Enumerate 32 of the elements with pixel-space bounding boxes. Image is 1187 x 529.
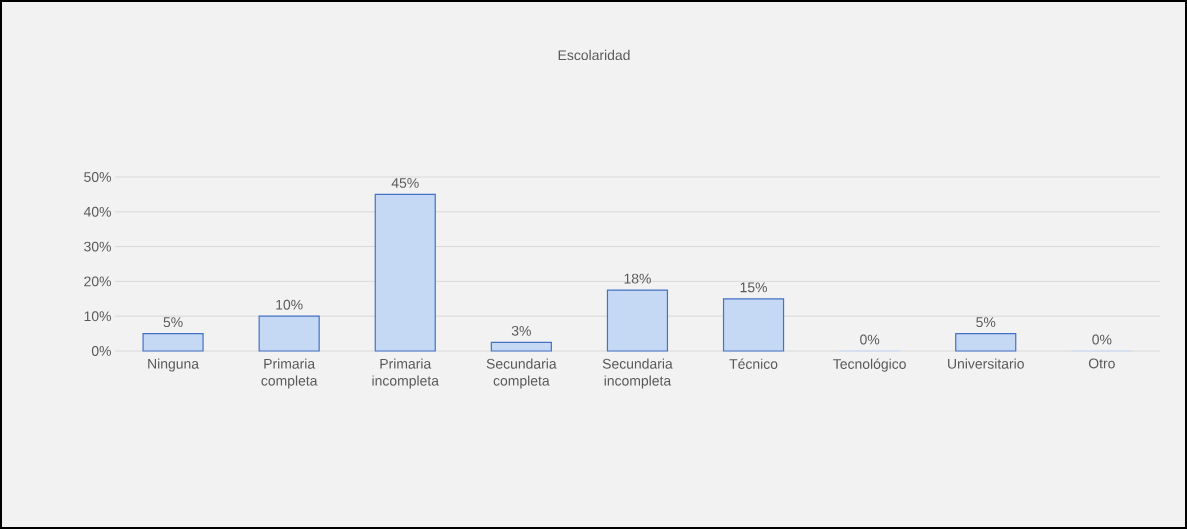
data-label: 15% xyxy=(740,282,767,293)
x-tick-label: Secundaria completa xyxy=(486,358,557,389)
bar xyxy=(722,298,785,352)
data-label: 3% xyxy=(511,325,531,336)
x-tick-label: Técnico xyxy=(729,358,778,369)
y-tick-label: 10% xyxy=(84,311,111,322)
x-tick-label: Tecnológico xyxy=(833,358,906,372)
bar xyxy=(606,289,669,352)
data-label: 5% xyxy=(976,317,996,328)
data-label: 0% xyxy=(860,334,880,345)
bar xyxy=(258,315,320,352)
data-label: 5% xyxy=(163,317,183,328)
x-tick-label: Secundaria incompleta xyxy=(602,358,673,389)
data-label: 10% xyxy=(276,299,303,310)
y-tick-label: 50% xyxy=(84,172,111,182)
y-tick-label: 20% xyxy=(84,276,111,287)
bar xyxy=(955,332,1017,352)
y-tick-label: 0% xyxy=(91,346,111,356)
bar xyxy=(374,193,436,352)
data-label: 18% xyxy=(624,273,651,284)
data-label: 0% xyxy=(1092,334,1112,345)
x-tick-label: Primaria completa xyxy=(261,358,318,389)
y-tick-label: 40% xyxy=(83,206,111,217)
data-label: 45% xyxy=(391,178,419,188)
chart-title: Escolaridad xyxy=(558,49,630,61)
x-tick-label: Otro xyxy=(1088,358,1115,369)
x-tick-label: Ninguna xyxy=(148,358,200,372)
y-tick-label: 30% xyxy=(84,241,111,252)
x-tick-label: Universitario xyxy=(948,358,1024,369)
bar xyxy=(490,341,552,352)
bar xyxy=(142,332,204,352)
x-tick-label: Primaria incompleta xyxy=(372,358,439,389)
